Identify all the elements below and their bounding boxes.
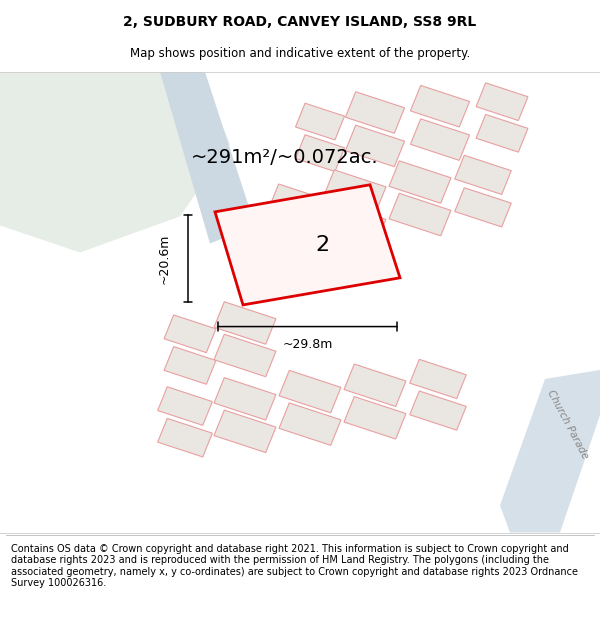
Text: Map shows position and indicative extent of the property.: Map shows position and indicative extent… (130, 48, 470, 61)
Polygon shape (346, 92, 404, 133)
Polygon shape (0, 72, 230, 253)
Polygon shape (389, 161, 451, 203)
Polygon shape (295, 103, 344, 140)
Polygon shape (269, 184, 321, 222)
Text: 2, SUDBURY ROAD, CANVEY ISLAND, SS8 9RL: 2, SUDBURY ROAD, CANVEY ISLAND, SS8 9RL (124, 14, 476, 29)
Polygon shape (269, 216, 321, 253)
Polygon shape (410, 391, 466, 430)
Polygon shape (476, 114, 528, 152)
Polygon shape (500, 370, 600, 532)
Text: ~29.8m: ~29.8m (283, 338, 332, 351)
Polygon shape (214, 334, 276, 377)
Polygon shape (214, 302, 276, 344)
Polygon shape (324, 202, 386, 245)
Text: Contains OS data © Crown copyright and database right 2021. This information is : Contains OS data © Crown copyright and d… (11, 544, 578, 588)
Polygon shape (455, 155, 511, 194)
Text: ~291m²/~0.072ac.: ~291m²/~0.072ac. (191, 148, 379, 167)
Text: Church Parade: Church Parade (545, 388, 590, 460)
Polygon shape (215, 185, 400, 305)
Polygon shape (455, 188, 511, 227)
Polygon shape (158, 418, 212, 457)
Polygon shape (344, 364, 406, 406)
Polygon shape (389, 193, 451, 236)
Polygon shape (410, 359, 466, 399)
Polygon shape (279, 403, 341, 446)
Polygon shape (158, 387, 212, 426)
Polygon shape (160, 72, 255, 244)
Polygon shape (279, 371, 341, 413)
Polygon shape (214, 378, 276, 420)
Text: ~20.6m: ~20.6m (157, 233, 170, 284)
Polygon shape (164, 347, 216, 384)
Polygon shape (346, 125, 404, 167)
Polygon shape (476, 83, 528, 121)
Polygon shape (295, 135, 344, 171)
Polygon shape (164, 315, 216, 352)
Polygon shape (344, 397, 406, 439)
Polygon shape (410, 86, 470, 127)
Polygon shape (324, 170, 386, 212)
Text: 2: 2 (315, 235, 329, 255)
Polygon shape (214, 410, 276, 452)
Polygon shape (410, 119, 470, 161)
